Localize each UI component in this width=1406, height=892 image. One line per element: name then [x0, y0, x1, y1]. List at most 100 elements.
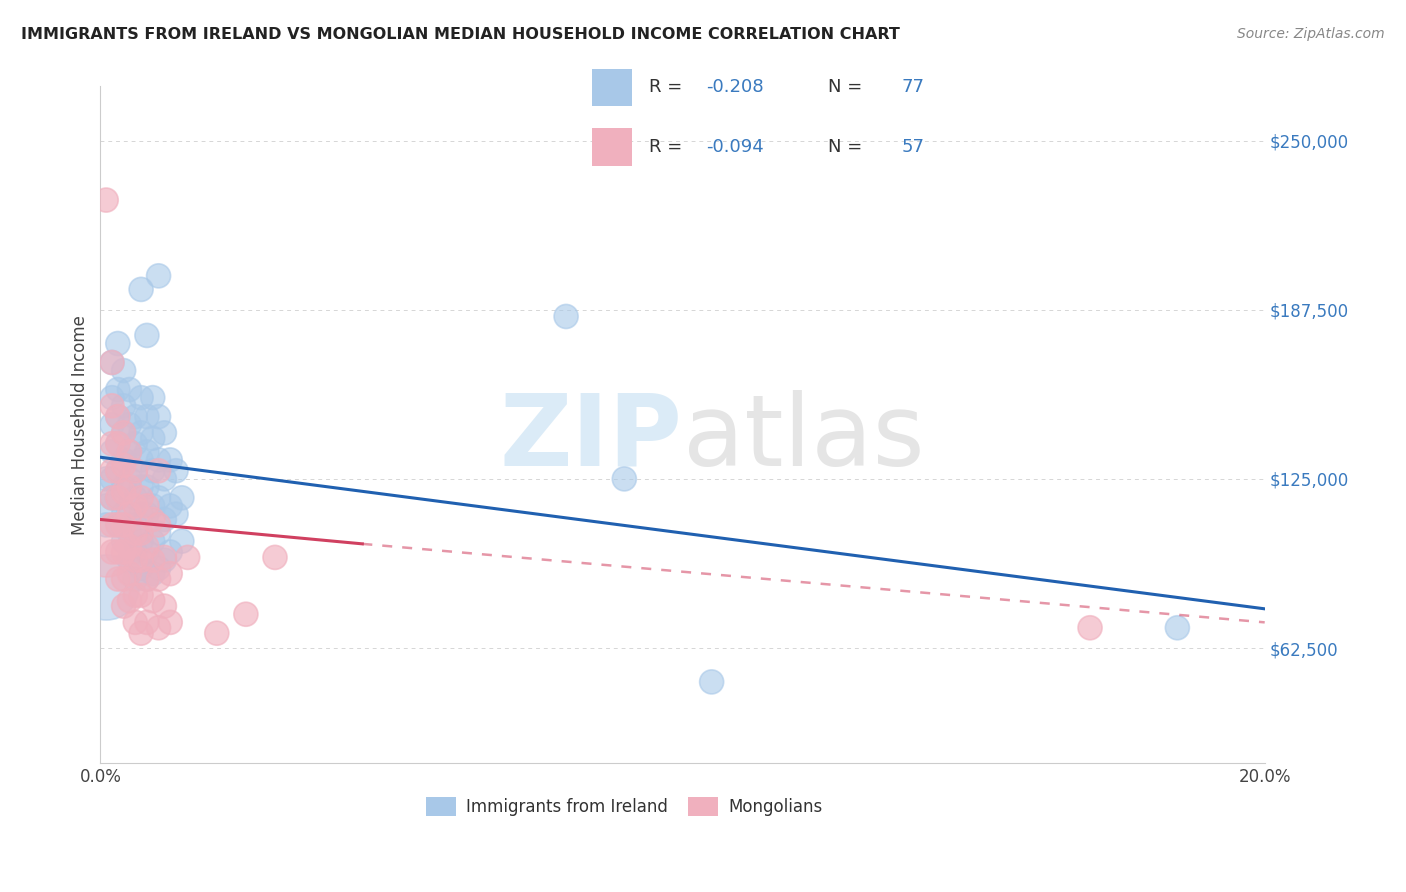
Point	[142, 499, 165, 513]
Point	[112, 458, 135, 473]
Point	[101, 491, 124, 505]
Point	[112, 572, 135, 586]
Point	[124, 517, 146, 532]
Point	[1166, 621, 1188, 635]
Point	[101, 399, 124, 413]
Point	[112, 363, 135, 377]
Point	[118, 383, 141, 397]
Point	[135, 572, 157, 586]
Point	[142, 553, 165, 567]
Point	[107, 409, 129, 424]
Y-axis label: Median Household Income: Median Household Income	[72, 315, 89, 534]
Point	[135, 615, 157, 630]
Point	[170, 534, 193, 549]
Point	[96, 540, 118, 554]
Point	[148, 621, 170, 635]
Point	[112, 425, 135, 440]
Point	[153, 512, 176, 526]
Point	[96, 517, 118, 532]
Point	[170, 491, 193, 505]
Point	[129, 453, 152, 467]
Point	[153, 425, 176, 440]
Text: ZIP: ZIP	[499, 390, 682, 487]
Point	[1078, 621, 1101, 635]
Point	[101, 391, 124, 405]
Point	[135, 540, 157, 554]
Point	[142, 593, 165, 607]
Point	[107, 517, 129, 532]
FancyBboxPatch shape	[592, 128, 633, 166]
Point	[107, 545, 129, 559]
Point	[124, 464, 146, 478]
Point	[613, 472, 636, 486]
Point	[148, 572, 170, 586]
Point	[124, 526, 146, 541]
Legend: Immigrants from Ireland, Mongolians: Immigrants from Ireland, Mongolians	[419, 790, 830, 822]
Point	[118, 526, 141, 541]
Point	[142, 534, 165, 549]
Point	[124, 553, 146, 567]
Point	[118, 417, 141, 432]
Point	[142, 464, 165, 478]
Point	[101, 355, 124, 369]
Point	[153, 553, 176, 567]
Point	[148, 526, 170, 541]
Text: N =: N =	[828, 78, 868, 96]
Point	[112, 517, 135, 532]
Point	[148, 268, 170, 283]
Point	[101, 464, 124, 478]
Point	[118, 480, 141, 494]
Point	[101, 545, 124, 559]
Point	[107, 464, 129, 478]
Point	[107, 491, 129, 505]
Point	[159, 545, 181, 559]
Point	[129, 282, 152, 296]
Point	[142, 391, 165, 405]
Point	[148, 409, 170, 424]
Point	[153, 472, 176, 486]
Point	[205, 626, 228, 640]
Point	[112, 485, 135, 500]
Point	[101, 436, 124, 450]
Point	[112, 399, 135, 413]
Point	[700, 674, 723, 689]
Point	[112, 453, 135, 467]
Point	[118, 566, 141, 581]
Point	[112, 599, 135, 614]
Point	[142, 431, 165, 445]
Point	[118, 445, 141, 459]
Point	[135, 545, 157, 559]
Point	[118, 553, 141, 567]
Point	[148, 453, 170, 467]
Point	[107, 517, 129, 532]
Point	[129, 561, 152, 575]
Point	[112, 545, 135, 559]
Point	[148, 491, 170, 505]
Point	[118, 507, 141, 521]
Point	[159, 566, 181, 581]
Point	[96, 580, 118, 594]
Point	[124, 545, 146, 559]
Point	[153, 599, 176, 614]
Point	[165, 507, 187, 521]
Point	[142, 512, 165, 526]
Point	[124, 409, 146, 424]
Point	[148, 517, 170, 532]
Point	[135, 445, 157, 459]
Point	[107, 572, 129, 586]
Point	[118, 445, 141, 459]
Point	[135, 499, 157, 513]
Point	[129, 425, 152, 440]
Point	[107, 491, 129, 505]
Point	[101, 472, 124, 486]
Point	[101, 445, 124, 459]
Point	[129, 588, 152, 602]
Text: R =: R =	[648, 138, 688, 156]
Text: 57: 57	[901, 138, 925, 156]
Point	[135, 480, 157, 494]
Point	[124, 588, 146, 602]
Point	[107, 409, 129, 424]
Point	[96, 193, 118, 207]
Point	[124, 464, 146, 478]
Point	[129, 491, 152, 505]
